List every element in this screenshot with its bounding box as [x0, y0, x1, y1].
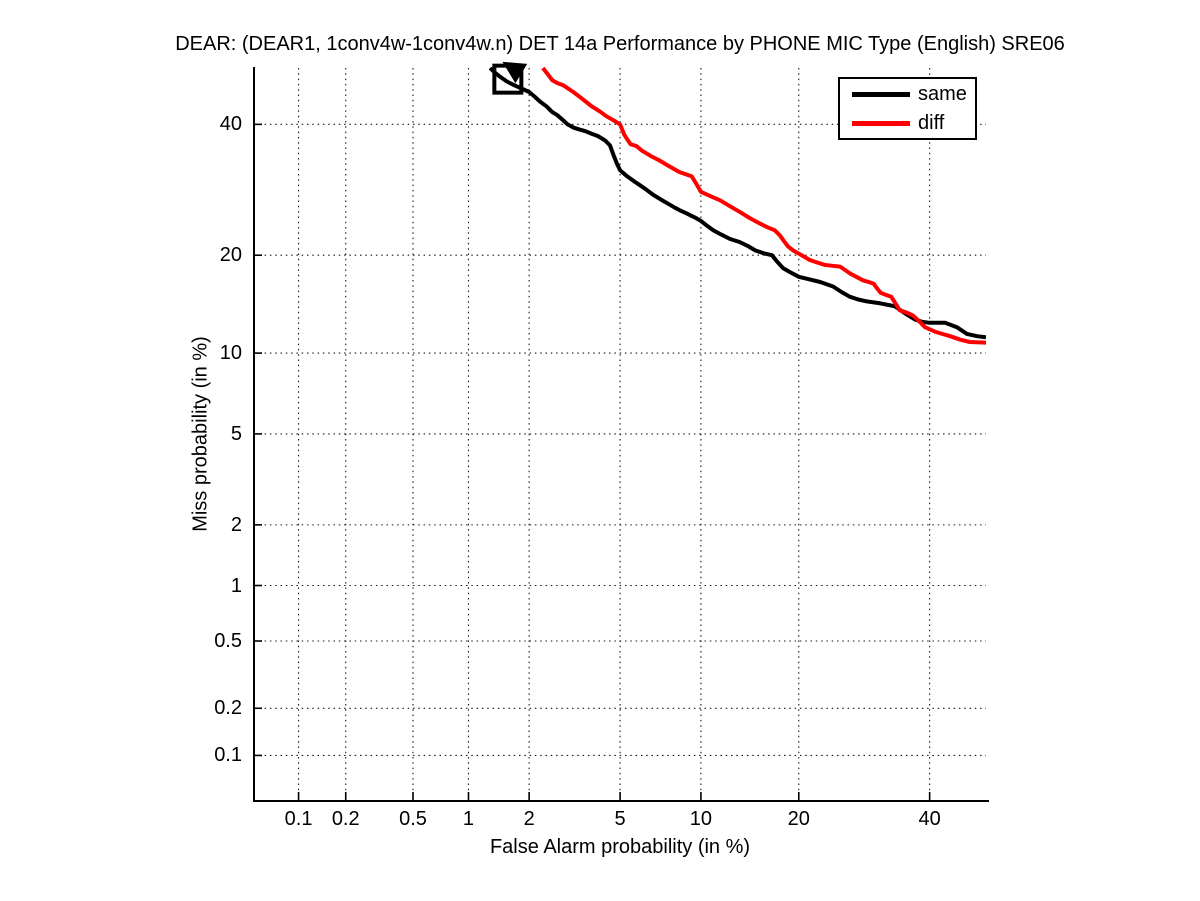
legend-entry-diff: diff	[852, 112, 975, 134]
y-tick-label: 40	[219, 113, 242, 136]
legend-label-same: same	[918, 83, 967, 105]
x-axis-label: False Alarm probability (in %)	[489, 836, 751, 858]
y-tick-label: 0.1	[214, 744, 242, 767]
x-tick-label: 2	[523, 808, 535, 830]
y-tick-label: 20	[219, 244, 242, 267]
tick-marks	[254, 123, 931, 800]
legend-box: same diff	[838, 77, 977, 140]
x-tick-label: 0.2	[331, 808, 360, 830]
triangle-marker	[502, 61, 528, 84]
y-axis-label: Miss probability (in %)	[189, 336, 212, 532]
plot-title: DEAR: (DEAR1, 1conv4w-1conv4w.n) DET 14a…	[175, 33, 1065, 55]
x-tick-label: 0.5	[399, 808, 427, 830]
legend-line-sample-same	[852, 91, 910, 97]
x-tick-label: 5	[614, 808, 626, 830]
legend-line-sample-diff	[852, 120, 910, 126]
operating-point-markers	[492, 61, 528, 95]
x-tick-label: 0.1	[284, 808, 313, 830]
x-tick-label: 1	[462, 808, 475, 830]
legend-label-diff: diff	[918, 112, 945, 134]
x-tick-label: 10	[689, 808, 713, 830]
y-tick-label: 0.5	[214, 630, 242, 652]
curve-diff	[541, 67, 986, 345]
y-tick-label: 1	[230, 574, 242, 597]
det-curves	[488, 67, 986, 345]
x-tick-label: 40	[918, 808, 941, 830]
y-tick-label: 5	[230, 422, 242, 445]
y-tick-label: 2	[230, 513, 242, 536]
y-tick-label: 10	[219, 342, 242, 365]
legend-entry-same: same	[852, 83, 975, 105]
grid-lines	[254, 68, 986, 800]
curve-same	[488, 67, 986, 340]
x-tick-label: 20	[787, 808, 810, 830]
y-tick-label: 0.2	[214, 697, 242, 720]
